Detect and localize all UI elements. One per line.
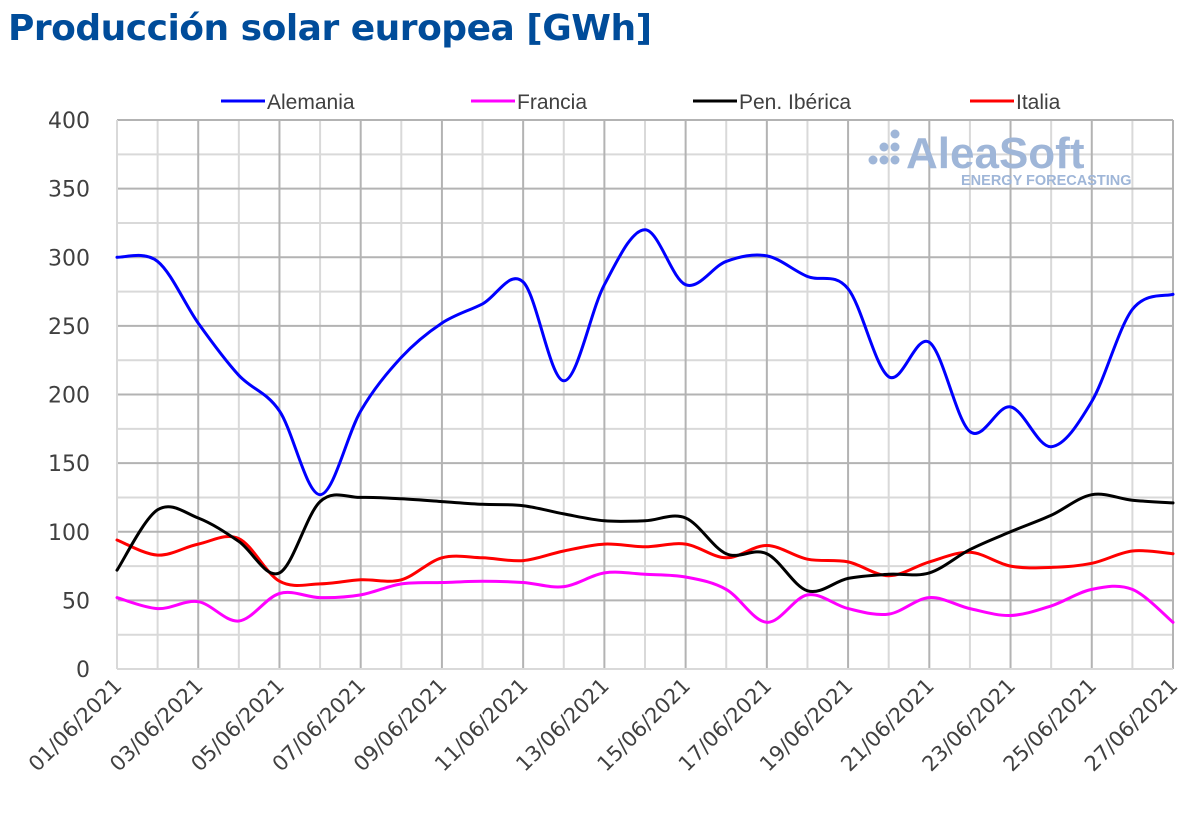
y-tick-label: 250 bbox=[48, 315, 90, 340]
legend-label: Pen. Ibérica bbox=[739, 91, 851, 114]
legend-label: Francia bbox=[517, 91, 587, 114]
x-axis-ticks: 01/06/202103/06/202105/06/202107/06/2021… bbox=[24, 674, 1183, 777]
y-axis-ticks: 0 50 100 150 200 250 300 350 400 bbox=[48, 109, 90, 683]
series-lines bbox=[115, 228, 1175, 624]
legend-item-alemania: Alemania bbox=[221, 91, 355, 114]
axes bbox=[116, 120, 1173, 670]
legend-item-francia: Francia bbox=[471, 91, 587, 114]
y-tick-label: 200 bbox=[48, 384, 90, 409]
legend-item-pen-iberica: Pen. Ibérica bbox=[693, 91, 851, 114]
series-line-alemania bbox=[115, 228, 1175, 497]
aleasoft-dots-icon bbox=[868, 129, 900, 165]
y-tick-label: 350 bbox=[48, 178, 90, 203]
y-tick-label: 100 bbox=[48, 521, 90, 546]
series-line-francia bbox=[115, 570, 1175, 624]
y-tick-label: 300 bbox=[48, 246, 90, 271]
legend-label: Italia bbox=[1016, 91, 1061, 114]
chart-title: Producción solar europea [GWh] bbox=[8, 8, 652, 49]
y-tick-label: 150 bbox=[48, 452, 90, 477]
legend-label: Alemania bbox=[267, 91, 355, 114]
legend: Alemania Francia Pen. Ibérica Italia bbox=[221, 91, 1061, 114]
y-tick-label: 0 bbox=[76, 658, 90, 683]
series-line-italia bbox=[115, 534, 1175, 587]
watermark-tagline: ENERGY FORECASTING bbox=[961, 173, 1132, 189]
y-tick-label: 400 bbox=[48, 109, 90, 134]
aleasoft-watermark: AleaSoft ENERGY FORECASTING bbox=[868, 129, 1132, 189]
legend-item-italia: Italia bbox=[970, 91, 1061, 114]
watermark-brand: AleaSoft bbox=[906, 129, 1085, 178]
series-line-pen-iberica bbox=[115, 492, 1175, 594]
y-tick-label: 50 bbox=[62, 589, 90, 614]
